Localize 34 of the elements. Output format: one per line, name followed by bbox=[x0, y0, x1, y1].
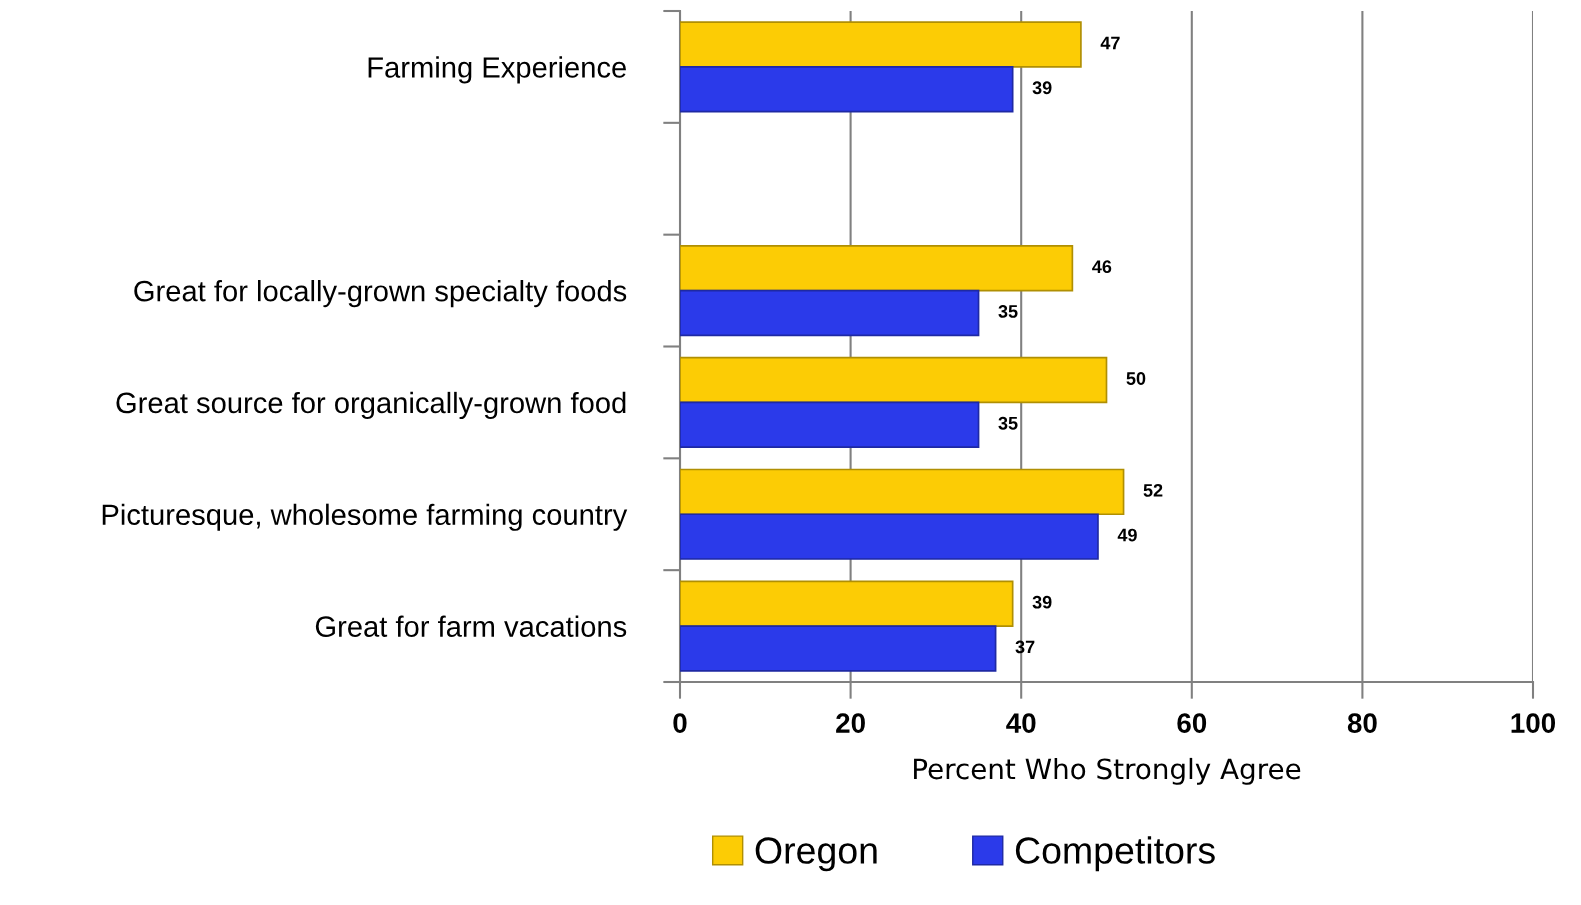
x-tick-label: 40 bbox=[1006, 713, 1036, 733]
bar bbox=[680, 245, 1074, 292]
bar bbox=[680, 21, 1082, 68]
data-label: 47 bbox=[1100, 36, 1120, 50]
x-tick-label: 60 bbox=[1177, 713, 1207, 733]
data-label: 35 bbox=[998, 305, 1018, 318]
x-tick-label: 0 bbox=[673, 713, 687, 733]
x-tick-label: 20 bbox=[836, 713, 865, 733]
data-label: 39 bbox=[1032, 595, 1052, 609]
y-tick-label: Great for locally-grown specialty foods bbox=[134, 280, 627, 308]
bar bbox=[680, 468, 1125, 516]
bar bbox=[680, 513, 1099, 560]
data-label: 50 bbox=[1126, 372, 1146, 385]
bar bbox=[680, 66, 1014, 113]
legend-label: Competitors bbox=[1015, 836, 1215, 872]
x-tick-label: 80 bbox=[1347, 713, 1377, 733]
data-label: 35 bbox=[998, 416, 1018, 430]
y-tick-label: Great for farm vacations bbox=[315, 615, 627, 637]
bar bbox=[680, 289, 980, 337]
bar bbox=[680, 580, 1014, 627]
y-tick-label: Picturesque, wholesome farming country bbox=[102, 503, 628, 531]
data-label: 46 bbox=[1092, 260, 1112, 274]
bar bbox=[680, 625, 997, 672]
bar bbox=[680, 401, 980, 448]
data-label: 49 bbox=[1117, 528, 1137, 542]
x-tick-label: 100 bbox=[1511, 713, 1556, 733]
y-tick-label: Farming Experience bbox=[368, 56, 626, 84]
bar bbox=[680, 356, 1108, 404]
data-label: 39 bbox=[1032, 81, 1052, 95]
y-tick-label: Great source for organically-grown food bbox=[116, 391, 626, 420]
x-axis-title: Percent Who Strongly Agree bbox=[914, 757, 1301, 785]
data-label: 37 bbox=[1015, 640, 1035, 654]
data-label: 52 bbox=[1143, 483, 1163, 497]
legend-label: Oregon bbox=[755, 837, 877, 872]
